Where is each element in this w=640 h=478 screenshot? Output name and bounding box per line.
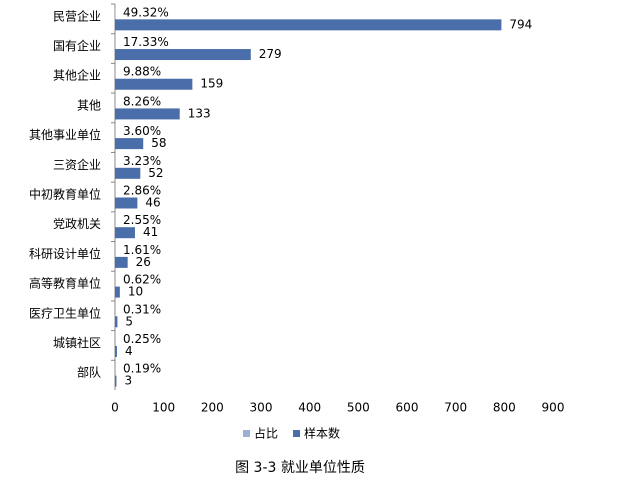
y-tick-label: 国有企业 xyxy=(53,38,101,53)
bar xyxy=(115,197,138,209)
data-label: 2.55% xyxy=(123,213,161,227)
y-tick-label: 其他事业单位 xyxy=(29,127,101,142)
data-label: 0.31% xyxy=(123,302,161,316)
y-tick-label: 其他 xyxy=(77,98,101,112)
x-tick-label: 500 xyxy=(347,401,370,415)
y-tick-label: 党政机关 xyxy=(53,216,101,231)
y-tick-label: 中初教育单位 xyxy=(29,187,101,202)
bar xyxy=(115,19,502,31)
data-label: 2.86% xyxy=(123,184,161,198)
y-tick-label: 民营企业 xyxy=(53,8,101,23)
bar xyxy=(115,108,180,120)
y-tick-label: 三资企业 xyxy=(53,157,101,172)
legend-label: 样本数 xyxy=(304,426,340,441)
x-tick-label: 100 xyxy=(152,401,175,415)
data-label: 1.61% xyxy=(123,243,161,257)
data-label: 3.60% xyxy=(123,124,161,138)
legend-swatch xyxy=(243,430,250,437)
y-tick-label: 部队 xyxy=(77,365,101,380)
y-tick-label: 城镇社区 xyxy=(53,335,101,350)
bar xyxy=(115,316,118,328)
x-tick-label: 300 xyxy=(250,401,273,415)
x-tick-label: 900 xyxy=(542,401,565,415)
bar xyxy=(115,167,141,179)
data-label: 279 xyxy=(259,47,282,61)
data-label: 3.23% xyxy=(123,154,161,168)
data-label: 17.33% xyxy=(123,35,169,49)
data-label: 3 xyxy=(124,374,132,388)
bar xyxy=(115,78,193,90)
data-label: 49.32% xyxy=(123,5,169,19)
bar xyxy=(115,375,117,387)
x-tick-label: 600 xyxy=(396,401,419,415)
bar xyxy=(115,256,128,268)
y-tick-label: 医疗卫生单位 xyxy=(29,305,101,320)
data-label: 159 xyxy=(200,77,223,91)
y-tick-label: 其他企业 xyxy=(53,68,101,83)
x-tick-label: 800 xyxy=(493,401,516,415)
bar xyxy=(115,286,120,298)
y-tick-label: 科研设计单位 xyxy=(29,246,101,261)
bar xyxy=(115,49,251,61)
data-label: 58 xyxy=(151,136,166,150)
bar xyxy=(115,345,117,357)
data-label: 0.25% xyxy=(123,332,161,346)
data-label: 46 xyxy=(145,196,160,210)
data-label: 52 xyxy=(148,166,163,180)
data-label: 4 xyxy=(125,344,133,358)
bar xyxy=(115,227,135,239)
y-tick-label: 高等教育单位 xyxy=(29,276,101,291)
x-tick-label: 200 xyxy=(201,401,224,415)
data-label: 5 xyxy=(125,314,133,328)
x-tick-label: 700 xyxy=(444,401,467,415)
data-label: 26 xyxy=(136,255,151,269)
bar xyxy=(115,138,144,150)
data-label: 8.26% xyxy=(123,94,161,108)
legend-label: 占比 xyxy=(254,426,278,441)
data-label: 0.19% xyxy=(123,362,161,376)
data-label: 10 xyxy=(128,285,143,299)
x-tick-label: 0 xyxy=(111,401,119,415)
x-tick-label: 400 xyxy=(298,401,321,415)
data-label: 133 xyxy=(188,106,211,120)
data-label: 794 xyxy=(509,17,532,31)
data-label: 9.88% xyxy=(123,65,161,79)
chart-title: 图 3-3 就业单位性质 xyxy=(235,460,365,476)
data-label: 41 xyxy=(143,225,158,239)
legend-swatch xyxy=(293,430,301,437)
data-label: 0.62% xyxy=(123,273,161,287)
